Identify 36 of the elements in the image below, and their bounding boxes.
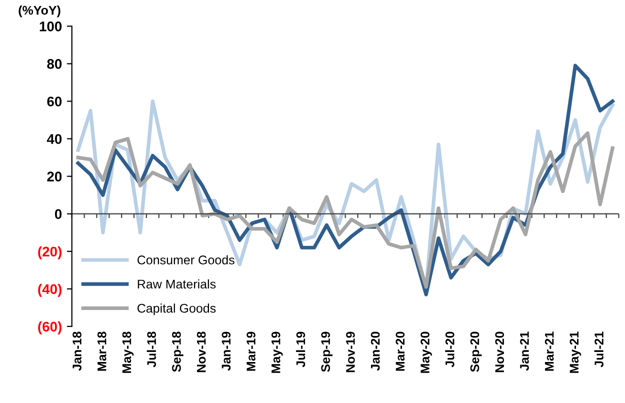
x-tick-label: Sep-18 xyxy=(172,332,184,372)
y-tick-label: 100 xyxy=(40,22,62,32)
x-tick-label: Nov-18 xyxy=(196,332,206,372)
y-tick-label: 20 xyxy=(47,172,62,182)
y-tick-label: (40) xyxy=(38,284,62,297)
x-tick-label: Nov-19 xyxy=(346,332,355,372)
x-tick-label: Nov-20 xyxy=(495,332,504,372)
x-tick-label: Jan-18 xyxy=(72,332,82,371)
y-tick-label: 80 xyxy=(47,59,62,69)
x-tick-label: Sep-20 xyxy=(470,332,482,372)
x-tick-label: Jul-21 xyxy=(594,332,604,368)
y-tick-label: 0 xyxy=(54,209,62,220)
x-tick-label: Jan-21 xyxy=(520,332,529,371)
legend-label: Capital Goods xyxy=(138,304,216,316)
x-tick-label: Mar-21 xyxy=(544,332,554,371)
line-series xyxy=(76,131,614,289)
y-tick-label: (60) xyxy=(38,321,62,334)
x-tick-label: Jul-20 xyxy=(445,332,454,368)
x-tick-label: Mar-20 xyxy=(396,332,405,371)
legend-label: Consumer Goods xyxy=(138,255,234,264)
x-tick-label: Sep-19 xyxy=(321,332,332,372)
x-tick-label: Jan-19 xyxy=(222,332,231,371)
x-tick-label: Jul-18 xyxy=(146,332,156,368)
y-tick-label: (20) xyxy=(38,246,62,260)
y-tick-label: 60 xyxy=(47,96,62,106)
y-tick-label: 40 xyxy=(46,134,62,144)
legend-label: Raw Materials xyxy=(138,279,216,289)
x-tick-label: May-18 xyxy=(122,332,134,373)
x-tick-label: May-19 xyxy=(271,332,283,373)
x-tick-label: May-21 xyxy=(570,332,582,373)
y-axis-title: (%YoY) xyxy=(18,6,60,18)
x-tick-label: Jul-19 xyxy=(296,332,306,368)
x-tick-label: Mar-18 xyxy=(97,332,106,371)
x-tick-label: Jan-20 xyxy=(370,332,380,371)
x-tick-label: May-20 xyxy=(420,332,432,373)
x-tick-label: Mar-19 xyxy=(246,332,256,371)
